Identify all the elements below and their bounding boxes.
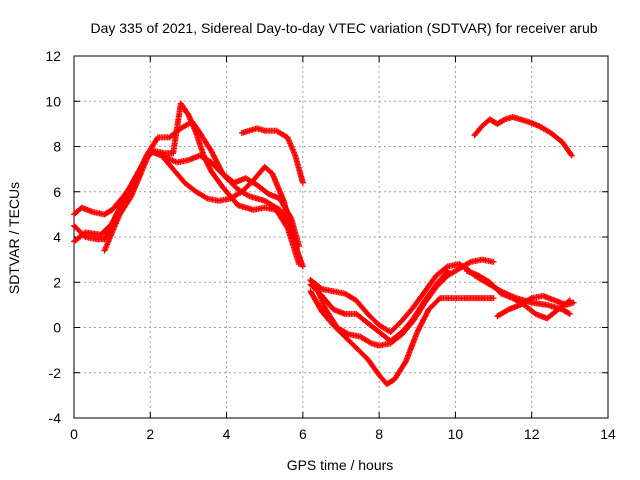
series-track-i [307,267,451,345]
x-tick-label: 4 [223,426,231,442]
series-marker-band [240,125,306,185]
y-tick-label: 10 [45,93,61,109]
y-axis-label: SDTVAR / TECUs [6,182,22,294]
y-tick-label: 2 [53,274,61,290]
series-marker-band [308,269,450,344]
y-tick-label: -4 [49,410,62,426]
x-tick-label: 8 [375,426,383,442]
grid [74,56,608,418]
series-track-e [238,125,306,186]
series-track-c [71,100,303,268]
series-marker-band [495,293,576,319]
y-tick-label: 0 [53,320,61,336]
series-track-d [101,148,306,270]
y-tick-label: 6 [53,184,61,200]
x-tick-label: 6 [299,426,307,442]
x-axis-label: GPS time / hours [287,457,394,473]
x-tick-label: 12 [524,426,540,442]
series-track-j [463,267,573,322]
y-tick-label: -2 [49,365,62,381]
x-tick-label: 2 [146,426,154,442]
series-track-l [471,114,575,159]
series-track-k [494,292,577,320]
y-tick-label: 4 [53,229,61,245]
series-track-g [307,288,497,388]
series-marker-band [472,114,574,158]
series-marker-band [102,148,306,268]
data-points [71,100,577,388]
x-tick-label: 0 [70,426,78,442]
series-marker-band [465,268,572,321]
y-tick-label: 12 [45,48,61,64]
chart-title: Day 335 of 2021, Sidereal Day-to-day VTE… [90,20,597,36]
x-tick-label: 10 [448,426,464,442]
series-marker-band [308,289,495,387]
y-tick-label: 8 [53,139,61,155]
x-tick-label: 14 [600,426,616,442]
axis-ticks: 0 2 4 6 8 10 12 14 -4 -2 0 2 4 6 8 10 12 [45,48,616,442]
